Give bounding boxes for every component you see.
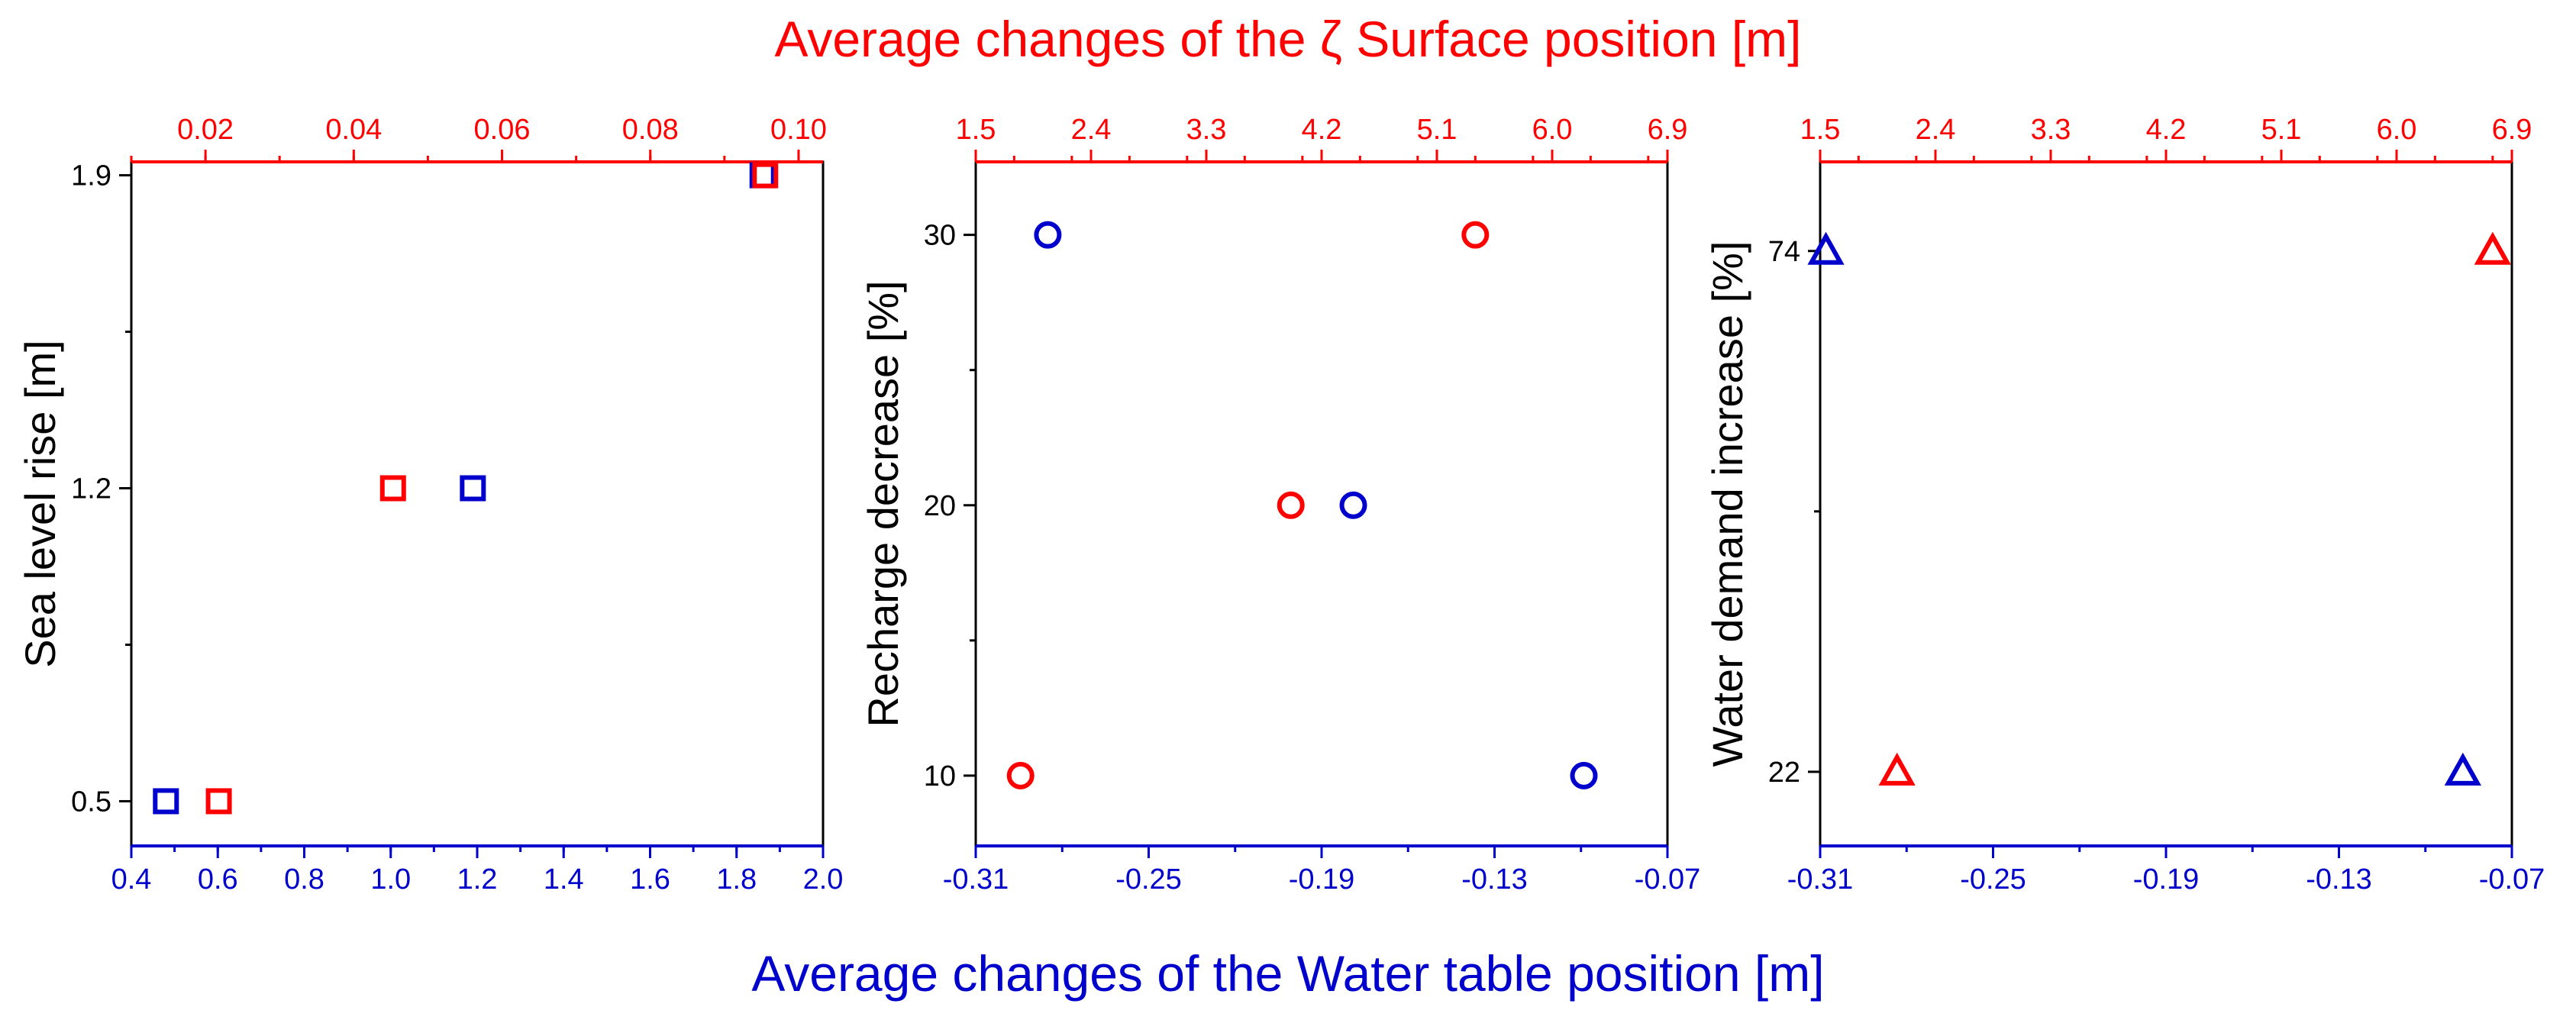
water-table-circle-point [1034,221,1062,249]
y-tick-label: 20 [924,490,956,522]
bottom-tick-label: -0.25 [1960,863,2026,896]
water-table-square-point [460,475,486,502]
zeta-square-point [379,475,406,502]
bottom-tick-label: -0.13 [1461,863,1528,896]
top-tick-label: 1.5 [1800,114,1841,146]
top-tick-label: 2.4 [1916,114,1956,146]
bottom-tick-label: -0.19 [1289,863,1355,896]
top-tick-label: 0.04 [325,114,382,146]
top-tick-label: 1.5 [956,114,996,146]
bottom-tick-label: 1.8 [716,863,757,896]
bottom-tick-label: -0.07 [2479,863,2545,896]
top-tick-label: 6.9 [2492,114,2532,146]
bottom-axis-title: Average changes of the Water table posit… [751,945,1824,1002]
y-tick-label: 22 [1768,757,1800,789]
y-tick-label: 0.5 [71,786,111,818]
y-axis-label: Sea level rise [m] [16,340,64,668]
zeta-circle-point [1277,491,1305,519]
top-tick-label: 5.1 [2261,114,2302,146]
bottom-tick-label: -0.19 [2133,863,2200,896]
panel-water-demand: Water demand increase [%] -0.31 -0.25 -0.1… [1703,114,2545,896]
panel-sea-level: Sea level rise [m] 0.4 0.6 0.8 1.0 1.2 1.4 1.6… [16,114,843,896]
bottom-tick-label: -0.07 [1635,863,1701,896]
top-tick-label: 0.02 [177,114,234,146]
bottom-tick-label: 1.0 [370,863,411,896]
top-tick-label: 0.06 [474,114,531,146]
y-axis-label: Water demand increase [%] [1703,241,1751,767]
top-tick-label: 5.1 [1417,114,1457,146]
top-tick-label: 6.0 [2377,114,2417,146]
bottom-tick-label: -0.25 [1115,863,1182,896]
zeta-triangle-point [1878,752,1916,786]
y-tick-label: 74 [1768,236,1800,268]
plot-frame [130,160,825,847]
water-table-triangle-point [2444,752,2481,786]
bottom-tick-label: 2.0 [803,863,844,896]
bottom-tick-label: 0.8 [284,863,324,896]
y-tick-label: 30 [924,220,956,252]
top-axis-title: Average changes of the ζ Surface positio… [774,11,1801,67]
zeta-circle-point [1006,761,1035,789]
zeta-circle-point [1461,221,1490,249]
y-tick-label: 1.2 [71,473,111,505]
water-table-square-point [153,788,179,815]
bottom-tick-label: -0.31 [1787,863,1854,896]
top-tick-label: 3.3 [1186,114,1227,146]
plot-frame [974,160,1669,847]
bottom-tick-label: 1.2 [457,863,498,896]
y-tick-label: 1.9 [71,160,111,192]
bottom-tick-label: 0.4 [111,863,152,896]
top-tick-label: 3.3 [2031,114,2071,146]
zeta-square-point [752,162,779,189]
top-tick-label: 2.4 [1071,114,1112,146]
top-tick-label: 6.0 [1532,114,1573,146]
plot-frame [1819,160,2513,847]
bottom-tick-label: 1.4 [544,863,584,896]
water-table-circle-point [1570,761,1598,789]
y-tick-label: 10 [924,760,956,792]
bottom-tick-label: -0.13 [2306,863,2372,896]
top-tick-label: 6.9 [1648,114,1688,146]
top-tick-label: 4.2 [1302,114,1342,146]
top-tick-label: 4.2 [2146,114,2187,146]
top-tick-label: 0.08 [622,114,679,146]
y-axis-label: Recharge decrease [%] [859,280,907,727]
zeta-square-point [205,788,232,815]
zeta-triangle-point [2474,231,2511,265]
bottom-tick-label: 1.6 [630,863,670,896]
bottom-tick-label: -0.31 [943,863,1009,896]
top-tick-label: 0.10 [770,114,827,146]
water-table-circle-point [1339,491,1367,519]
water-table-triangle-point [1807,231,1845,265]
panel-recharge: Recharge decrease [%] -0.31 -0.25 -0.19 -0.… [859,114,1700,896]
bottom-tick-label: 0.6 [198,863,238,896]
